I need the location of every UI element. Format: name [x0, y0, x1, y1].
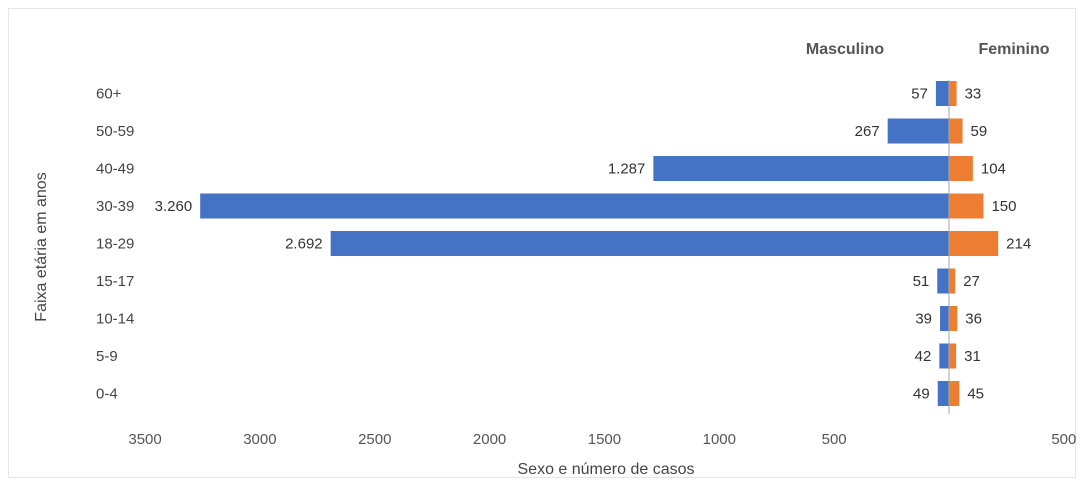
data-label-masculino-0-4: 49: [913, 386, 930, 403]
bar-masculino-30-39: [200, 193, 950, 219]
bar-feminino-15-17: [949, 268, 956, 294]
data-label-feminino-40-49: 104: [981, 161, 1006, 178]
bars-group: [200, 81, 999, 406]
bar-feminino-5-9: [949, 343, 957, 369]
data-label-masculino-30-39: 3.260: [155, 198, 193, 215]
data-label-feminino-50-59: 59: [971, 123, 988, 140]
series-header-feminino: Feminino: [978, 41, 1049, 58]
category-label-60: 60+: [96, 86, 122, 103]
data-label-feminino-15-17: 27: [963, 273, 980, 290]
x-axis-title: Sexo e número de casos: [518, 461, 695, 478]
data-label-masculino-18-29: 2.692: [285, 236, 323, 253]
data-labels-group: 57 33 267 59 1.287 104 3.260 150 2.692 214 51 27 39 3…: [155, 86, 1032, 403]
data-label-feminino-60: 33: [965, 86, 982, 103]
bar-feminino-60: [949, 81, 957, 106]
x-tick-label-1: 3000: [243, 431, 276, 448]
data-label-masculino-40-49: 1.287: [608, 161, 646, 178]
y-axis-title: Faixa etária em anos: [33, 172, 50, 321]
bar-feminino-30-39: [949, 193, 984, 219]
chart-frame: [8, 8, 1076, 478]
data-label-masculino-60: 57: [911, 86, 928, 103]
data-label-masculino-15-17: 51: [913, 273, 930, 290]
data-label-feminino-0-4: 45: [967, 386, 984, 403]
x-tick-label-5: 1000: [703, 431, 736, 448]
category-label-40-49: 40-49: [96, 161, 134, 178]
x-tick-label-3: 2000: [473, 431, 506, 448]
category-label-15-17: 15-17: [96, 273, 134, 290]
bar-masculino-15-17: [937, 268, 949, 294]
category-label-30-39: 30-39: [96, 198, 134, 215]
bar-masculino-50-59: [887, 118, 949, 144]
category-labels-group: 60+ 50-59 40-49 30-39 18-29 15-17 10-14 5-9 0-4: [96, 86, 134, 403]
bar-masculino-0-4: [937, 381, 949, 406]
data-label-masculino-10-14: 39: [915, 311, 932, 328]
bar-feminino-0-4: [949, 381, 960, 406]
category-label-5-9: 5-9: [96, 348, 118, 365]
data-label-feminino-30-39: 150: [991, 198, 1016, 215]
bar-feminino-10-14: [949, 306, 958, 331]
x-tick-label-4: 1500: [588, 431, 621, 448]
category-label-50-59: 50-59: [96, 123, 134, 140]
bar-masculino-5-9: [939, 343, 949, 369]
x-tick-label-6: 500: [822, 431, 847, 448]
bar-masculino-60: [935, 81, 949, 106]
category-label-0-4: 0-4: [96, 386, 118, 403]
data-label-feminino-18-29: 214: [1006, 236, 1031, 253]
bar-feminino-50-59: [949, 118, 963, 144]
bar-masculino-18-29: [330, 231, 950, 256]
data-label-masculino-5-9: 42: [915, 348, 932, 365]
category-label-18-29: 18-29: [96, 236, 134, 253]
x-tick-label-2: 2500: [358, 431, 391, 448]
bar-feminino-40-49: [949, 156, 973, 181]
data-label-masculino-50-59: 267: [855, 123, 880, 140]
series-header-masculino: Masculino: [806, 41, 884, 58]
x-tick-labels-group: 3500 3000 2500 2000 1500 1000 500 500: [128, 431, 1076, 448]
data-label-feminino-5-9: 31: [964, 348, 981, 365]
category-label-10-14: 10-14: [96, 311, 134, 328]
bar-masculino-40-49: [653, 156, 949, 181]
x-tick-label-7: 500: [1051, 431, 1076, 448]
bar-feminino-18-29: [949, 231, 999, 256]
x-tick-label-0: 3500: [128, 431, 161, 448]
bar-masculino-10-14: [940, 306, 949, 331]
data-label-feminino-10-14: 36: [965, 311, 982, 328]
